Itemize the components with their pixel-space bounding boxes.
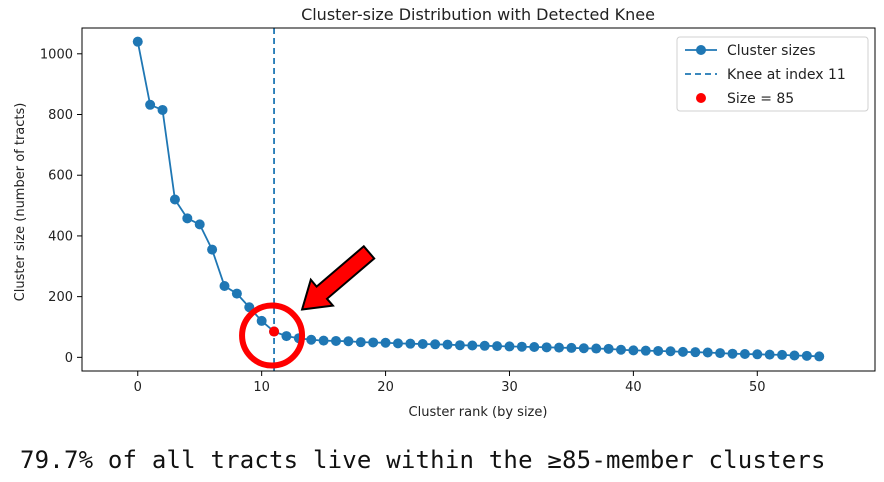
annotation-arrow	[300, 244, 376, 311]
cluster-size-chart: Cluster-size Distribution with Detected …	[13, 5, 876, 420]
data-point	[231, 288, 242, 299]
y-tick-label: 400	[48, 229, 73, 244]
x-tick-label: 50	[749, 380, 766, 395]
data-point	[479, 340, 490, 351]
data-point	[739, 349, 750, 360]
axes: 0 10 20 30 40 50 0 200 400 600 800 1000	[40, 27, 876, 395]
data-point	[368, 337, 379, 348]
data-point	[603, 343, 614, 354]
data-point	[640, 345, 651, 356]
data-point	[467, 340, 478, 351]
data-point	[504, 341, 515, 352]
annotations	[239, 244, 376, 369]
highlight-point	[269, 326, 280, 337]
data-point	[454, 340, 465, 351]
data-point	[157, 104, 168, 115]
data-point	[814, 351, 825, 362]
data-point	[306, 334, 317, 345]
caption-text: 79.7% of all tracts live within the ≥85-…	[20, 446, 826, 474]
legend-label-knee: Knee at index 11	[727, 67, 846, 83]
data-point	[801, 350, 812, 361]
data-point	[430, 339, 441, 350]
data-point	[182, 213, 193, 224]
data-point	[331, 335, 342, 346]
y-tick-label: 600	[48, 169, 73, 184]
data-point	[492, 341, 503, 352]
data-point	[392, 338, 403, 349]
data-point	[405, 338, 416, 349]
data-point	[653, 345, 664, 356]
data-point	[752, 349, 763, 360]
data-point	[318, 335, 329, 346]
data-point	[777, 349, 788, 360]
data-point	[442, 339, 453, 350]
data-point	[516, 341, 527, 352]
data-point	[169, 194, 180, 205]
x-tick-label: 30	[501, 380, 518, 395]
plot-frame	[81, 27, 876, 372]
annotation-circle	[239, 302, 306, 369]
data-point	[343, 336, 354, 347]
data-point	[281, 331, 292, 342]
data-point	[615, 344, 626, 355]
data-point	[628, 345, 639, 356]
y-tick-label: 0	[65, 351, 73, 366]
data-point	[690, 347, 701, 358]
legend-marker-size	[696, 93, 706, 103]
legend-box	[676, 36, 869, 112]
data-point	[715, 348, 726, 359]
x-tick-label: 20	[377, 380, 394, 395]
x-tick-label: 0	[134, 380, 142, 395]
legend-label-size: Size = 85	[727, 91, 794, 107]
data-point	[677, 346, 688, 357]
x-tick-label: 40	[625, 380, 642, 395]
y-axis-label: Cluster size (number of tracts)	[13, 103, 28, 302]
legend-marker-cluster-sizes	[696, 45, 706, 55]
data-point	[591, 343, 602, 354]
data-point	[355, 337, 366, 348]
data-point	[764, 349, 775, 360]
data-point	[727, 348, 738, 359]
x-axis-label: Cluster rank (by size)	[409, 405, 548, 420]
data-point	[380, 337, 391, 348]
data-point	[541, 342, 552, 353]
plot-area	[132, 28, 825, 371]
legend: Cluster sizes Knee at index 11 Size = 85	[676, 36, 869, 112]
data-point	[417, 338, 428, 349]
y-tick-label: 1000	[40, 47, 73, 62]
legend-label-cluster-sizes: Cluster sizes	[727, 43, 816, 59]
x-tick-label: 10	[253, 380, 270, 395]
data-point	[219, 281, 230, 292]
data-point	[194, 219, 205, 230]
data-point	[529, 342, 540, 353]
data-point	[578, 343, 589, 354]
data-point	[256, 315, 267, 326]
y-tick-label: 200	[48, 290, 73, 305]
data-point	[132, 36, 143, 47]
y-tick-label: 800	[48, 108, 73, 123]
data-point	[789, 350, 800, 361]
chart-title: Cluster-size Distribution with Detected …	[301, 5, 655, 24]
data-point	[207, 244, 218, 255]
data-point	[145, 99, 156, 110]
data-point	[702, 347, 713, 358]
data-point	[665, 346, 676, 357]
data-point	[566, 342, 577, 353]
data-point	[554, 342, 565, 353]
